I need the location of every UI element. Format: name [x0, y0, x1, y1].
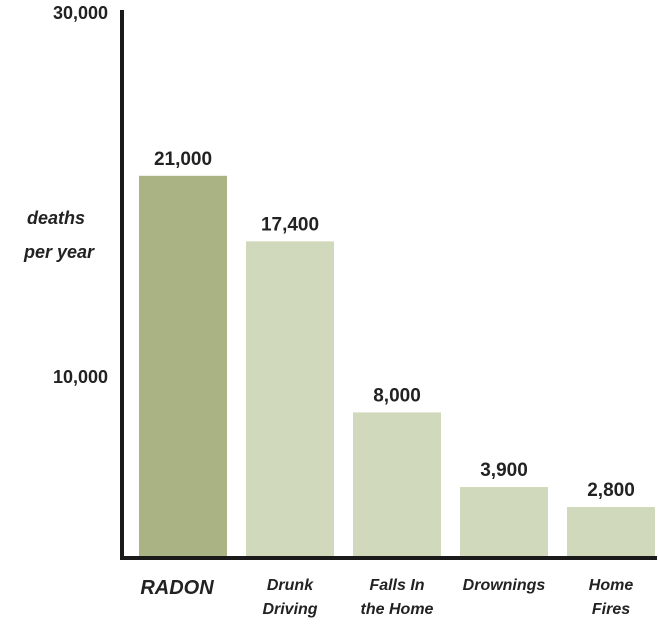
category-label-line: Fires — [592, 601, 630, 618]
value-label-0: 21,000 — [154, 149, 212, 170]
category-label-line: Falls In — [369, 577, 424, 594]
category-label-line: Drownings — [463, 577, 546, 594]
value-label-1: 17,400 — [261, 214, 319, 235]
bar-2 — [353, 412, 441, 558]
category-label-line: Driving — [262, 601, 317, 618]
value-label-3: 3,900 — [480, 460, 528, 481]
category-label-line: Home — [589, 577, 634, 594]
category-label-line: the Home — [361, 601, 434, 618]
category-label-4: Home Fires — [589, 577, 634, 618]
category-label-2: Falls In the Home — [361, 577, 434, 618]
y-axis-label-line: deaths — [27, 208, 85, 228]
y-tick-label-1: 30,000 — [53, 3, 108, 23]
bar-1 — [246, 241, 334, 558]
bar-0 — [139, 175, 227, 559]
category-label-line: Drunk — [267, 577, 314, 594]
y-axis-label: deaths per year — [23, 208, 95, 262]
bar-3 — [460, 487, 548, 558]
value-labels: 21,000 17,400 8,000 3,900 2,800 — [154, 149, 635, 501]
category-label-line: RADON — [140, 577, 214, 599]
bar-4 — [567, 507, 655, 558]
axes — [120, 10, 657, 560]
y-tick-label-0: 10,000 — [53, 367, 108, 387]
bars — [139, 175, 655, 559]
category-label-0: RADON — [140, 577, 214, 599]
y-axis-label-line: per year — [23, 242, 95, 262]
value-label-2: 8,000 — [373, 385, 421, 406]
value-label-4: 2,800 — [587, 480, 635, 501]
category-label-3: Drownings — [463, 577, 546, 594]
y-axis-ticks: 10,000 30,000 — [53, 3, 108, 387]
category-labels: RADON Drunk Driving Falls In the Home Drownin… — [140, 577, 633, 618]
category-label-1: Drunk Driving — [262, 577, 317, 618]
